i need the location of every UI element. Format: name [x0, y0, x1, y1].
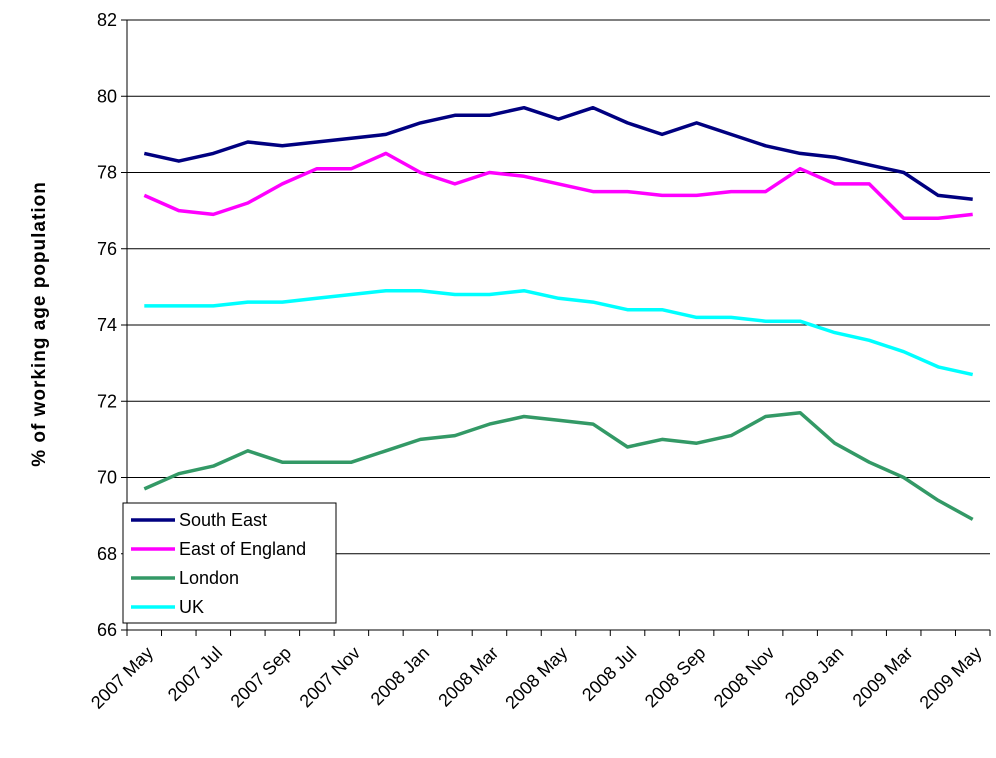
- legend-label-london: London: [179, 568, 239, 588]
- y-axis-title: % of working age population: [29, 181, 50, 467]
- x-tick-label: 2009 May: [916, 643, 986, 713]
- y-tick-label: 70: [97, 468, 117, 488]
- x-tick-label: 2008 Jul: [578, 643, 640, 705]
- legend-label-south-east: South East: [179, 510, 267, 530]
- x-tick-label: 2008 Sep: [641, 643, 710, 712]
- legend: South East East of England London UK: [122, 502, 337, 624]
- legend-box: [122, 502, 337, 624]
- x-tick-label: 2008 Jan: [367, 643, 434, 710]
- x-tick-label: 2008 Mar: [434, 643, 502, 711]
- series-line-uk: [144, 288, 974, 377]
- y-axis-ticks: 66 68 70 72 74 76 78 80 82: [97, 10, 127, 640]
- x-tick-label: 2008 May: [501, 643, 571, 713]
- series-line-south-east: [143, 105, 973, 201]
- x-tick-label: 2009 Mar: [849, 643, 917, 711]
- x-tick-label: 2008 Nov: [710, 643, 779, 712]
- x-tick-label: 2007 May: [87, 643, 157, 713]
- x-tick-label: 2007 Nov: [296, 643, 365, 712]
- y-tick-label: 72: [97, 391, 117, 411]
- y-tick-label: 80: [97, 86, 117, 106]
- y-tick-label: 82: [97, 10, 117, 30]
- x-tick-label: 2007 Jul: [164, 643, 226, 705]
- series-line-london: [143, 410, 974, 521]
- y-tick-label: 76: [97, 239, 117, 259]
- y-tick-label: 68: [97, 544, 117, 564]
- y-tick-label: 74: [97, 315, 117, 335]
- x-tick-label: 2007 Sep: [227, 643, 296, 712]
- y-tick-label: 78: [97, 163, 117, 183]
- legend-label-east-of-england: East of England: [179, 539, 306, 559]
- series-line-east-of-england: [143, 151, 973, 221]
- series-lines: [143, 105, 974, 521]
- x-axis-ticks: 2007 May 2007 Jul 2007 Sep 2007 Nov 2008 Jan…: [87, 630, 991, 713]
- y-tick-label: 66: [97, 620, 117, 640]
- x-tick-label: 2009 Jan: [781, 643, 848, 710]
- legend-label-uk: UK: [179, 597, 204, 617]
